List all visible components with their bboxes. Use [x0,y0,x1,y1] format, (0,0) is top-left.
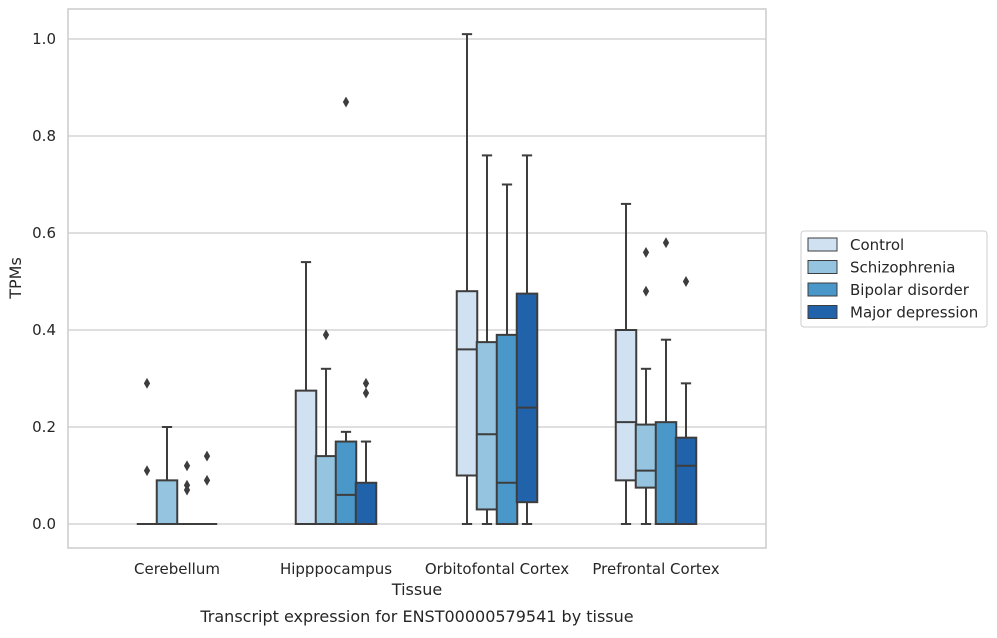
outlier-point [682,276,690,287]
x-tick-label: Hipppocampus [280,560,392,578]
box-iqr [475,341,499,511]
x-tick-label: Cerebellum [134,560,220,578]
outlier-point [143,377,151,389]
outlier-point [183,484,191,496]
outlier-point [183,460,191,472]
legend-swatch [807,237,838,252]
legend-swatch [807,282,838,297]
legend-swatch [807,260,838,274]
outlier-point [203,450,211,462]
legend-label: Control [850,236,904,254]
box-control [294,261,318,525]
box-major-depression [196,450,218,525]
box-schizophrenia [314,329,338,526]
boxes [136,33,698,526]
box-bipolar-disorder [176,460,198,525]
box-iqr [654,421,678,525]
box-iqr [515,292,539,504]
x-axis-label: Tissue [391,580,442,599]
outlier-point [662,237,670,249]
legend-frame [800,230,988,328]
box-iqr [334,440,358,525]
legend-label: Schizophrenia [850,259,955,277]
box-bipolar-disorder [334,96,358,525]
box-iqr [294,389,318,525]
y-axis-label: TPMs [6,257,25,300]
box-iqr [614,329,638,482]
box-major-depression [515,154,539,525]
box-iqr [495,333,519,525]
legend-swatch [807,305,838,319]
box-schizophrenia [475,154,499,525]
x-tick-label: Prefrontal Cortex [592,560,719,578]
box-control [136,377,158,525]
y-tick-label: 0.0 [32,515,56,533]
outlier-point [342,96,350,108]
outlier-point [642,285,650,297]
y-tick-label: 0.4 [32,321,56,339]
outlier-point [362,387,370,399]
box-iqr [314,455,338,526]
box-iqr [155,479,179,526]
y-tick-label: 1.0 [32,30,56,48]
y-tick-label: 0.8 [32,127,56,145]
legend-label: Major depression [850,304,978,322]
legend: Control Schizophrenia Bipolar disorder Majo… [800,230,988,328]
outlier-point [362,377,370,389]
legend-label: Bipolar disorder [850,281,970,299]
box-iqr [634,423,658,489]
y-tick-label: 0.6 [32,224,56,242]
y-tick-labels: 0.0 0.2 0.4 0.6 0.8 1.0 [32,30,56,533]
outlier-point [322,329,330,341]
outlier-point [203,474,211,486]
box-iqr [354,481,378,525]
box-major-depression [674,276,698,526]
outlier-point [143,465,151,477]
box-control [614,202,638,525]
x-tick-label: Orbitofontal Cortex [425,560,569,578]
outlier-point [642,246,650,258]
y-tick-label: 0.2 [32,418,56,436]
box-major-depression [354,377,378,525]
box-iqr [455,290,479,477]
x-tick-labels: Cerebellum Hipppocampus Orbitofontal Corte… [134,560,720,578]
figure-caption: Transcript expression for ENST0000057954… [199,607,633,626]
box-iqr [674,436,698,526]
box-schizophrenia [155,426,179,526]
